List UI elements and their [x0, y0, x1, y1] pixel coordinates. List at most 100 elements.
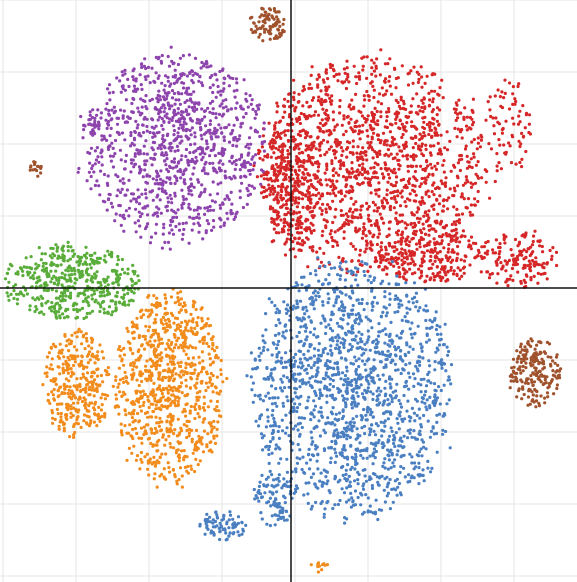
data-point	[375, 188, 379, 192]
data-point	[436, 141, 440, 145]
data-point	[6, 294, 10, 298]
data-point	[365, 117, 369, 121]
data-point	[301, 243, 305, 247]
data-point	[511, 278, 515, 282]
data-point	[89, 146, 94, 150]
data-point	[92, 406, 96, 410]
data-point	[454, 107, 458, 112]
data-point	[105, 181, 109, 185]
data-point	[108, 98, 112, 102]
data-point	[439, 152, 443, 156]
data-point	[166, 415, 170, 419]
data-point	[372, 69, 376, 73]
data-point	[423, 244, 427, 248]
data-point	[466, 197, 471, 201]
data-point	[300, 129, 304, 133]
data-point	[444, 176, 448, 180]
data-point	[169, 415, 173, 419]
data-point	[200, 81, 204, 85]
data-point	[499, 261, 503, 265]
data-point	[217, 167, 221, 171]
data-point	[470, 117, 474, 121]
data-point	[198, 75, 202, 79]
data-point	[193, 407, 197, 412]
data-point	[314, 176, 318, 180]
data-point	[182, 227, 186, 232]
data-point	[135, 126, 139, 130]
data-point	[238, 134, 242, 138]
data-point	[194, 448, 199, 452]
data-point	[139, 315, 143, 320]
data-point	[169, 181, 173, 185]
data-point	[135, 365, 139, 369]
data-point	[440, 182, 445, 186]
data-point	[106, 198, 111, 202]
data-point	[216, 135, 220, 139]
data-point	[138, 224, 142, 228]
data-point	[154, 169, 159, 173]
data-point	[86, 301, 90, 305]
data-point	[403, 272, 407, 276]
data-point	[386, 180, 390, 184]
data-point	[358, 248, 362, 252]
data-point	[502, 143, 506, 147]
data-point	[331, 110, 335, 114]
data-point	[160, 246, 164, 250]
data-point	[272, 151, 276, 155]
data-point	[185, 74, 189, 78]
data-point	[358, 74, 362, 79]
data-point	[502, 233, 506, 237]
data-point	[394, 121, 398, 125]
data-point	[297, 151, 301, 155]
data-point	[310, 214, 314, 218]
data-point	[202, 395, 206, 399]
data-point	[198, 152, 202, 156]
data-point	[116, 188, 120, 192]
data-point	[527, 259, 531, 263]
data-point	[108, 134, 112, 138]
data-point	[140, 395, 144, 399]
data-point	[55, 246, 59, 251]
data-point	[404, 154, 408, 158]
data-point	[307, 86, 311, 90]
data-point	[410, 250, 414, 254]
data-point	[344, 129, 348, 133]
data-point	[116, 277, 120, 281]
data-point	[496, 272, 500, 276]
data-point	[155, 400, 160, 404]
data-point	[103, 397, 107, 401]
data-point	[210, 137, 214, 141]
data-point	[291, 122, 295, 126]
data-point	[174, 343, 178, 347]
data-point	[398, 126, 402, 131]
data-point	[555, 263, 559, 268]
data-point	[513, 237, 518, 242]
data-point	[265, 173, 269, 177]
data-point	[72, 252, 77, 256]
data-point	[166, 91, 170, 95]
data-point	[126, 398, 130, 402]
data-point	[137, 356, 141, 360]
data-point	[167, 120, 171, 124]
data-point	[418, 264, 423, 268]
data-point	[117, 203, 121, 208]
data-point	[168, 142, 172, 146]
data-point	[191, 172, 195, 176]
data-point	[190, 467, 194, 471]
data-point	[350, 259, 354, 263]
data-point	[239, 122, 243, 126]
data-point	[123, 370, 127, 374]
data-point	[155, 205, 159, 209]
data-point	[88, 253, 92, 257]
data-point	[211, 343, 215, 347]
data-point	[198, 361, 202, 365]
data-point	[439, 241, 443, 245]
data-point	[87, 424, 92, 428]
data-point	[359, 215, 363, 220]
data-point	[437, 123, 441, 127]
data-point	[432, 237, 436, 241]
data-point	[84, 279, 89, 283]
data-point	[196, 221, 200, 225]
data-point	[148, 457, 152, 461]
data-point	[354, 230, 358, 234]
